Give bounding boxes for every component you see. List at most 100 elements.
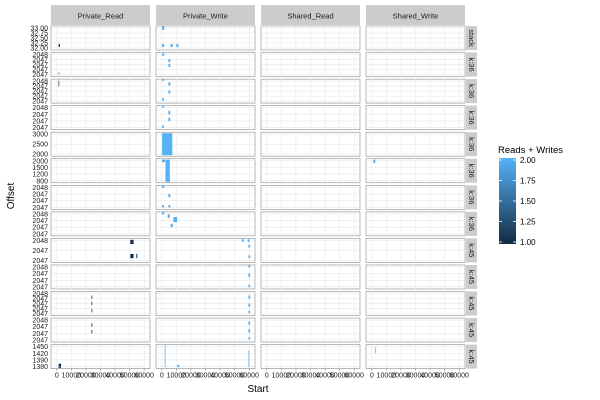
y-tick-label: 2048 [32,79,48,86]
y-tick-label: 2047 [32,67,48,74]
facet-row-label: k:36 [467,57,476,71]
y-tick-label: 33.00 [30,26,48,33]
heatmap-tile [91,301,93,306]
heatmap-tile [168,90,171,94]
heatmap-tile [165,159,170,182]
heatmap-tile [58,363,62,367]
facet-strip-shared-write [366,5,465,25]
facet-panel [50,25,151,51]
legend-title: Reads + Writes [498,145,563,156]
facet-row-strip [466,291,477,316]
heatmap-tile [162,159,166,163]
x-tick-label: 60000 [344,373,364,380]
facet-panel [50,52,151,77]
facet-panel [260,105,361,130]
y-tick-label: 2047 [32,311,48,318]
heatmap-tile [168,58,171,63]
facet-panel [155,264,256,290]
heatmap-tile [136,253,138,259]
heatmap-tile [168,63,171,67]
facet-panel [260,264,361,290]
heatmap-tile [91,330,93,334]
y-tick-label: 1390 [32,357,48,364]
heatmap-tile [162,205,164,208]
x-tick-label: 30000 [196,373,216,380]
y-tick-label: 2047 [32,338,48,345]
facet-panel [365,344,466,369]
y-tick-label: 2048 [32,238,48,245]
legend-tick-label: 1.75 [520,177,536,186]
facet-panel [365,105,466,130]
y-tick-label: 2047 [32,296,48,303]
y-tick-label: 2047 [32,331,48,338]
y-tick-label: 2048 [32,211,48,218]
facet-panel [50,78,151,104]
facet-panel [155,25,256,51]
x-tick-label: 60000 [134,373,154,380]
heatmap-tile [162,133,173,156]
heatmap-tile [130,253,134,259]
facet-row-label: k:45 [467,243,476,257]
x-tick-label: 0 [55,373,59,380]
facet-panel [155,291,256,316]
facet-panel [50,211,151,237]
y-tick-label: 32.50 [30,36,48,43]
facet-strip-private-write [156,5,255,25]
x-tick-label: 30000 [91,373,111,380]
y-tick-label: 2048 [32,52,48,59]
y-tick-label: 2047 [32,306,48,313]
y-tick-label: 2047 [32,125,48,132]
facet-panel [260,25,361,51]
facet-panel [365,185,466,210]
facet-panel [50,105,151,130]
x-tick-label: 10000 [272,373,292,380]
facet-row-strip [466,185,477,210]
facet-grid: Private_Read Private_Write Shared_Read Shar… [30,5,477,380]
y-tick-label: 2047 [32,231,48,238]
y-tick-label: 2048 [32,291,48,298]
y-tick-label: 3000 [32,132,48,139]
heatmap-tile [248,255,251,259]
heatmap-tile [170,44,173,47]
heatmap-tile [248,264,251,268]
legend-tick-label: 1.50 [520,197,536,206]
heatmap-tile [91,323,93,327]
heatmap-tile [162,79,165,81]
heatmap-tile [248,321,251,325]
heatmap-tile [162,26,165,30]
facet-row-strip [466,79,477,104]
legend-tick-label: 2.00 [520,156,536,165]
x-tick-label: 0 [265,373,269,380]
heatmap-tile [91,295,93,299]
facet-panel [260,52,361,77]
facet-panel [365,238,466,263]
facet-row-label: k:45 [467,323,476,337]
heatmap-tile [168,205,171,208]
facet-strip-label: Shared_Read [287,12,333,21]
facet-panel [260,78,361,104]
facet-row-label: k:36 [467,137,476,151]
y-tick-label: 1380 [32,364,48,371]
facet-panel [155,158,256,184]
facet-panel [260,291,361,316]
heatmap-tile [247,239,250,242]
y-tick-label: 2048 [32,318,48,325]
x-tick-label: 10000 [62,373,82,380]
y-tick-label: 2048 [32,105,48,112]
y-tick-label: 2047 [32,301,48,308]
facet-row-label: k:36 [467,217,476,231]
facet-row-strip [466,158,477,183]
facet-panel [365,317,466,343]
x-tick-label: 20000 [76,373,96,380]
facet-panel [365,25,466,51]
facet-row-label: stack [467,29,476,47]
y-tick-label: 2047 [32,112,48,119]
y-tick-label: 32.25 [30,41,48,48]
facet-strip-label: Private_Read [78,12,123,21]
heatmap-tile [58,80,60,87]
facet-row-label: k:36 [467,111,476,125]
legend-colorbar [499,158,516,244]
heatmap-tile [248,295,251,299]
facet-panel [365,211,466,237]
